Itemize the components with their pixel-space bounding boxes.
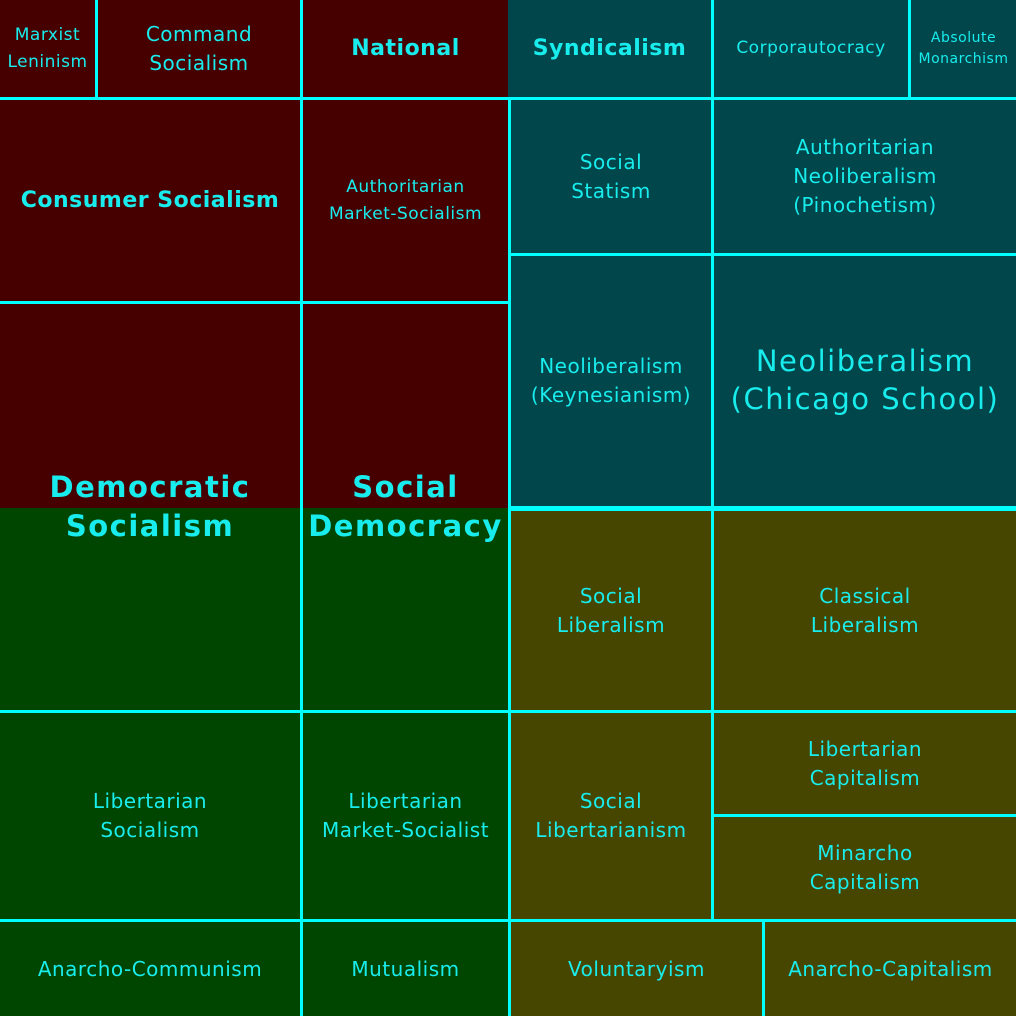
label-social-statism: Social Statism [571,149,651,203]
label-social-democracy: Social Democracy [308,470,503,543]
cell-classical-liberalism: Classical Liberalism [714,511,1016,710]
cell-absolute-monarchism: Absolute Monarchism [911,0,1016,97]
cell-democratic-socialism-upper [0,304,300,508]
label-syndicalism: Syndicalism [532,35,687,61]
label-marxist-leninism: Marxist Leninism [7,25,88,72]
label-neoliberalism-keynesianism: Neoliberalism (Keynesianism) [530,354,692,407]
label-classical-liberalism: Classical Liberalism [810,583,920,637]
label-libertarian-market-socialist: Libertarian Market-Socialist [321,789,490,842]
label-authoritarian-market-socialism: Authoritarian Market-Socialism [328,177,483,224]
cell-national: National [303,0,508,97]
cell-authoritarian-neoliberalism: Authoritarian Neoliberalism (Pinochetism… [714,100,1016,253]
cell-consumer-socialism: Consumer Socialism [0,100,300,301]
cell-marxist-leninism: Marxist Leninism [0,0,95,97]
label-minarcho-capitalism: Minarcho Capitalism [809,841,921,894]
cell-libertarian-market-socialist: Libertarian Market-Socialist [303,713,508,919]
label-national: National [351,35,460,61]
label-libertarian-socialism: Libertarian Socialism [92,789,208,842]
cell-command-socialism: Command Socialism [98,0,300,97]
label-anarcho-communism: Anarcho-Communism [37,956,263,981]
label-corporautocracy: Corporautocracy [736,38,886,59]
cell-neoliberalism-chicago-school: Neoliberalism (Chicago School) [714,256,1016,506]
cell-anarcho-communism: Anarcho-Communism [0,922,300,1016]
cell-mutualism: Mutualism [303,922,508,1016]
label-voluntaryism: Voluntaryism [568,956,705,981]
label-mutualism: Mutualism [351,956,460,981]
label-libertarian-capitalism: Libertarian Capitalism [807,736,923,790]
cell-corporautocracy: Corporautocracy [714,0,908,97]
label-social-libertarianism: Social Libertarianism [535,789,687,842]
label-absolute-monarchism: Absolute Monarchism [918,30,1009,67]
label-democratic-socialism: Democratic Socialism [49,470,251,543]
label-social-liberalism: Social Liberalism [556,583,666,637]
cell-minarcho-capitalism: Minarcho Capitalism [714,817,1016,919]
cell-democratic-socialism-lower [0,508,300,710]
label-consumer-socialism: Consumer Socialism [20,187,280,213]
cell-social-democracy-lower [303,508,508,710]
label-authoritarian-neoliberalism: Authoritarian Neoliberalism (Pinochetism… [793,135,937,217]
label-command-socialism: Command Socialism [145,21,253,75]
cell-libertarian-socialism: Libertarian Socialism [0,713,300,919]
cell-neoliberalism-keynesianism: Neoliberalism (Keynesianism) [511,256,711,506]
label-neoliberalism-chicago-school: Neoliberalism (Chicago School) [730,344,1000,416]
label-anarcho-capitalism: Anarcho-Capitalism [788,956,993,981]
cell-authoritarian-market-socialism: Authoritarian Market-Socialism [303,100,508,301]
cell-anarcho-capitalism: Anarcho-Capitalism [765,922,1016,1016]
cell-syndicalism: Syndicalism [508,0,711,97]
cell-social-liberalism: Social Liberalism [511,511,711,710]
cell-social-libertarianism: Social Libertarianism [511,713,711,919]
cell-social-democracy-upper [303,304,508,508]
cell-libertarian-capitalism: Libertarian Capitalism [714,713,1016,814]
cell-social-statism: Social Statism [511,100,711,253]
cell-voluntaryism: Voluntaryism [511,922,762,1016]
